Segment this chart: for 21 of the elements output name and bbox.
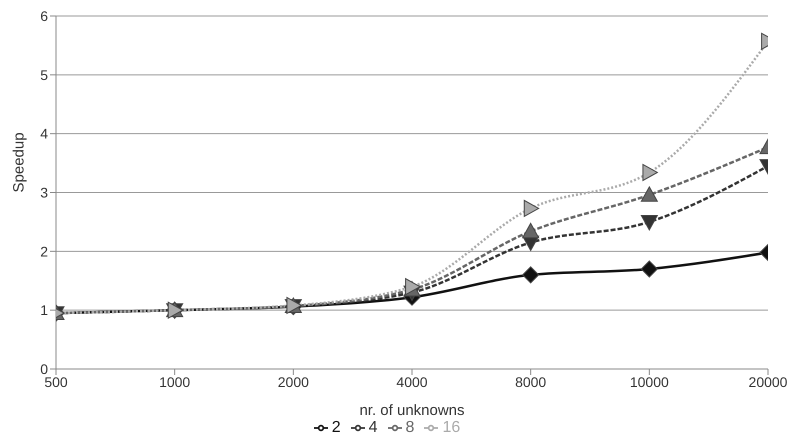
legend-label: 4	[368, 419, 378, 436]
x-tick-label: 10000	[630, 374, 670, 390]
x-axis-title: nr. of unknowns	[359, 402, 465, 419]
x-tick-label: 1000	[159, 374, 190, 390]
x-tick-label: 2000	[278, 374, 310, 390]
y-tick-label: 6	[40, 8, 48, 24]
point	[405, 278, 420, 296]
y-tick-label: 4	[40, 126, 48, 142]
legend-label: 8	[406, 419, 414, 436]
legend-label: 2	[332, 419, 341, 436]
legend-label: 16	[442, 419, 460, 436]
x-tick-label: 20000	[748, 374, 788, 390]
y-tick-label: 2	[40, 243, 48, 260]
y-tick-label: 1	[40, 302, 48, 318]
point	[522, 266, 540, 284]
y-tick-label: 3	[40, 184, 48, 200]
y-tick-label: 5	[40, 66, 48, 83]
x-tick-label: 8000	[515, 374, 546, 390]
x-tick-label: 4000	[396, 374, 428, 390]
point	[522, 222, 540, 238]
y-axis-title: Speedup	[10, 132, 28, 192]
